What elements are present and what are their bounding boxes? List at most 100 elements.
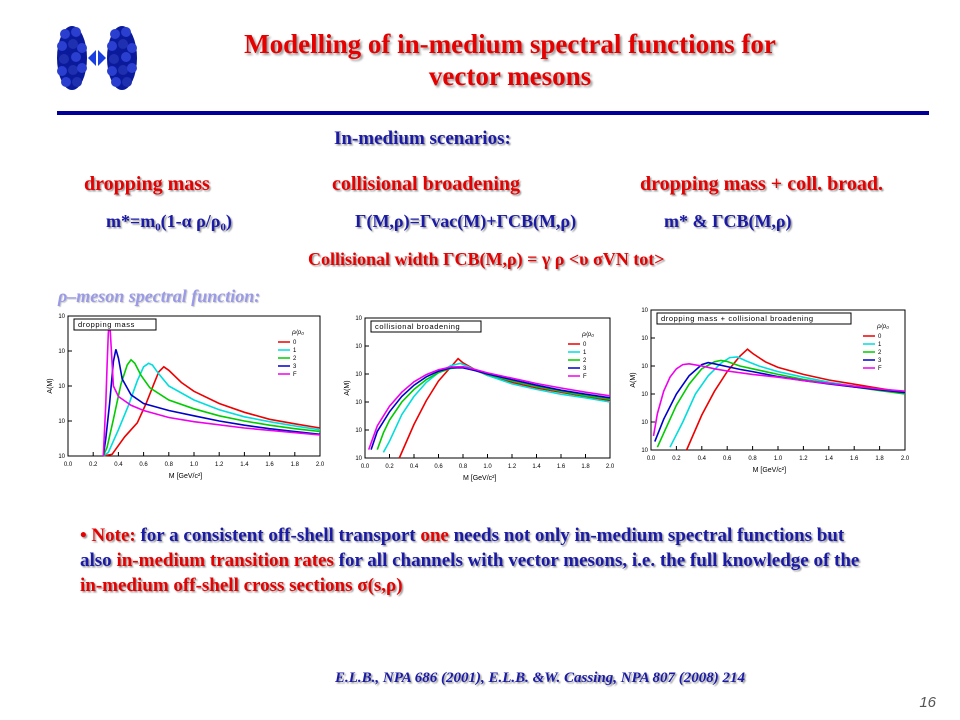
x-tick-label: 0.8 <box>165 462 174 468</box>
legend-entry: 3 <box>878 358 882 364</box>
scenarios-heading: In-medium scenarios: <box>334 128 511 149</box>
collisional-width-formula: Collisional width ΓCB(M,ρ) = γ ρ <υ σVN … <box>308 249 665 269</box>
x-tick-label: 2.0 <box>606 464 615 470</box>
x-tick-label: 1.0 <box>190 462 199 468</box>
x-tick-label: 0.2 <box>385 464 394 470</box>
chart-collisional-broadening: 0.0 0.2 0.4 0.6 0.8 1.0 1.2 1.4 1.6 1.8 2.01010101… <box>344 316 615 482</box>
note-text-4: not only in-medium spectral functions bu… <box>80 525 845 571</box>
x-tick-label: 0.2 <box>672 456 681 462</box>
x-axis-label: M [GeV/c²] <box>753 467 787 474</box>
scenario-dropping-mass: dropping mass <box>84 173 210 195</box>
legend-entry: 2 <box>583 358 587 364</box>
y-tick-label: 10 <box>641 392 648 398</box>
chart-title: collisional broadening <box>375 322 460 331</box>
y-tick-label: 10 <box>355 316 362 322</box>
note-text-1: for a consistent off-shell transport <box>140 525 416 546</box>
y-tick-label: 10 <box>355 428 362 434</box>
series-line-F <box>652 362 906 437</box>
chart-title: dropping mass <box>78 320 135 329</box>
series-line-3 <box>102 349 321 457</box>
y-tick-label: 10 <box>355 372 362 378</box>
note-label: Note: <box>91 525 136 546</box>
nuclei-logo <box>57 26 137 90</box>
x-tick-label: 1.4 <box>240 462 249 468</box>
x-tick-label: 2.0 <box>316 462 325 468</box>
plot-frame <box>650 309 906 451</box>
legend-title: ρ/ρ₀ <box>581 331 594 338</box>
series-line-0 <box>103 365 321 457</box>
title-divider <box>57 111 929 115</box>
legend-entry: 0 <box>878 334 882 340</box>
legend-title: ρ/ρ₀ <box>876 323 889 330</box>
chart-title-box <box>370 320 482 333</box>
x-tick-label: 1.6 <box>557 464 566 470</box>
y-tick-label: 10 <box>58 314 65 320</box>
chart-title-box <box>73 318 157 331</box>
series-line-2 <box>102 358 321 457</box>
note-paragraph: • Note: for a consistent off-shell trans… <box>80 523 860 598</box>
title-line-2: vector mesons <box>428 61 592 91</box>
x-tick-label: 1.2 <box>799 456 808 462</box>
legend-entry: F <box>293 372 297 378</box>
legend-entry: 1 <box>878 342 882 348</box>
x-tick-label: 0.6 <box>434 464 443 470</box>
series-line-3 <box>370 366 611 450</box>
x-tick-label: 0.0 <box>647 456 656 462</box>
formula-dropping-mass: m*=m₀(1-α ρ/ρ₀) <box>106 211 232 231</box>
y-tick-label: 10 <box>355 344 362 350</box>
x-tick-label: 1.0 <box>774 456 783 462</box>
legend-entry: 0 <box>293 340 297 346</box>
note-text-7: in-medium off-shell cross sections σ(s,ρ… <box>80 575 403 596</box>
y-axis-label: A(M) <box>630 372 637 387</box>
arrows-icon <box>88 50 106 66</box>
y-tick-label: 10 <box>58 349 65 355</box>
series-line-1 <box>102 362 321 457</box>
formula-collisional-width: Γ(M,ρ)=Γvac(M)+ΓCB(M,ρ) <box>355 211 577 231</box>
x-tick-label: 1.8 <box>581 464 590 470</box>
x-tick-label: 1.2 <box>215 462 224 468</box>
x-tick-label: 0.8 <box>748 456 757 462</box>
series-line-1 <box>382 362 611 453</box>
y-tick-label: 10 <box>58 384 65 390</box>
nucleus-right-icon <box>107 26 137 90</box>
legend-entry: 0 <box>583 342 587 348</box>
x-axis-label: M [GeV/c²] <box>169 473 203 480</box>
y-tick-label: 10 <box>641 420 648 426</box>
series-line-0 <box>685 348 906 451</box>
spectral-function-heading: ρ–meson spectral function: <box>58 286 261 306</box>
note-text-5: in-medium transition rates <box>116 550 334 571</box>
chart-title-box <box>656 312 852 325</box>
x-axis-label: M [GeV/c²] <box>463 475 497 482</box>
x-tick-label: 0.0 <box>64 462 73 468</box>
y-tick-label: 10 <box>58 454 65 460</box>
series-line-F <box>367 365 611 450</box>
y-tick-label: 10 <box>641 336 648 342</box>
x-tick-label: 1.2 <box>508 464 517 470</box>
slide-title: Modelling of in-medium spectral function… <box>150 28 870 92</box>
nucleus-left-icon <box>57 26 87 90</box>
legend-entry: F <box>878 366 882 372</box>
reference-citation: E.L.B., NPA 686 (2001), E.L.B. &W. Cassi… <box>335 670 746 686</box>
y-tick-label: 10 <box>641 364 648 370</box>
y-tick-label: 10 <box>355 400 362 406</box>
legend-entry: 3 <box>293 364 297 370</box>
y-axis-label: A(M) <box>47 378 54 393</box>
x-tick-label: 0.2 <box>89 462 98 468</box>
x-tick-label: 0.4 <box>410 464 419 470</box>
x-tick-label: 1.4 <box>532 464 541 470</box>
y-tick-label: 10 <box>58 419 65 425</box>
x-tick-label: 1.4 <box>825 456 834 462</box>
plot-frame <box>364 317 611 459</box>
scenario-collisional-broadening: collisional broadening <box>332 173 521 195</box>
title-line-1: Modelling of in-medium spectral function… <box>244 29 776 59</box>
x-tick-label: 1.6 <box>850 456 859 462</box>
formula-combined: m* & ΓCB(M,ρ) <box>664 211 792 231</box>
y-tick-label: 10 <box>641 308 648 314</box>
note-bullet: • <box>80 525 87 546</box>
scenario-combined: dropping mass + coll. broad. <box>640 173 883 195</box>
y-tick-label: 10 <box>355 456 362 462</box>
x-tick-label: 2.0 <box>901 456 910 462</box>
y-tick-label: 10 <box>641 448 648 454</box>
page-number: 16 <box>919 694 936 711</box>
legend-entry: 2 <box>293 356 297 362</box>
